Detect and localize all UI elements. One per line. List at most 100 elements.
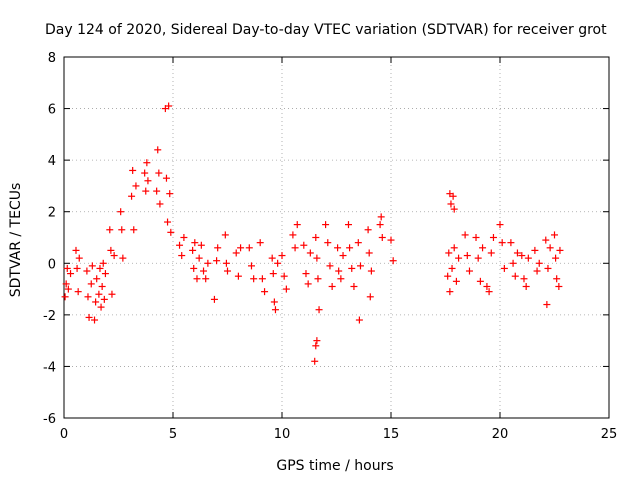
data-point (189, 246, 197, 254)
data-point (328, 282, 336, 290)
data-point (200, 267, 208, 275)
data-point (87, 280, 95, 288)
data-point (202, 275, 210, 283)
y-tick-label: 0 (48, 257, 56, 272)
plot-frame (63, 56, 610, 419)
data-point (291, 244, 299, 252)
data-point (88, 262, 96, 270)
data-point (268, 254, 276, 262)
data-point (72, 246, 80, 254)
data-point (364, 226, 372, 234)
data-point (191, 239, 199, 247)
data-point (83, 267, 91, 275)
data-point (85, 313, 93, 321)
data-point (496, 221, 504, 229)
data-point (155, 169, 163, 177)
data-point (356, 262, 364, 270)
axis-ticks: 0 5 10 15 20 25 -6 -4 -2 0 2 4 6 8 (43, 51, 617, 442)
data-point (544, 264, 552, 272)
data-point (387, 236, 395, 244)
y-tick-label: -2 (43, 309, 56, 324)
data-point (311, 357, 319, 365)
data-point (224, 267, 231, 275)
data-point (306, 249, 314, 257)
data-point (444, 272, 452, 280)
data-point (455, 254, 463, 262)
data-point (95, 290, 103, 298)
data-point (142, 187, 150, 195)
data-point (450, 244, 458, 252)
data-point (247, 262, 255, 270)
data-point (511, 272, 519, 280)
data-point (354, 239, 362, 247)
data-point (531, 246, 539, 254)
data-point (350, 282, 358, 290)
data-point (463, 252, 471, 260)
data-point (61, 293, 69, 301)
data-point (535, 259, 543, 267)
data-point (274, 259, 282, 267)
data-point (144, 177, 152, 185)
data-point (474, 254, 482, 262)
x-tick-label: 25 (601, 427, 618, 442)
data-point (100, 295, 108, 303)
data-point (339, 252, 347, 260)
data-point (213, 257, 221, 265)
data-point (513, 249, 521, 257)
data-point (452, 277, 460, 285)
x-tick-label: 15 (383, 427, 400, 442)
data-point (232, 249, 240, 257)
data-point (542, 236, 550, 244)
data-point (500, 264, 508, 272)
data-point (156, 200, 164, 208)
data-point (178, 252, 186, 260)
data-point (446, 288, 454, 296)
data-point (107, 246, 115, 254)
data-point (278, 252, 286, 260)
y-tick-label: -4 (43, 360, 56, 375)
data-point (64, 285, 72, 293)
data-point (117, 208, 125, 216)
data-point (190, 264, 198, 272)
data-point (520, 275, 528, 283)
data-point (234, 272, 242, 280)
data-point (91, 316, 99, 324)
data-point (165, 102, 173, 110)
data-point (472, 234, 480, 241)
data-point (269, 270, 277, 278)
data-point (214, 244, 222, 252)
x-tick-label: 10 (274, 427, 291, 442)
data-point (447, 200, 455, 208)
data-point (162, 174, 170, 182)
data-point (221, 231, 229, 239)
data-point (280, 272, 288, 280)
data-point (293, 221, 301, 229)
data-point (322, 221, 330, 229)
x-tick-label: 5 (169, 427, 177, 442)
data-point (256, 239, 264, 247)
data-point (479, 244, 487, 252)
data-point (378, 234, 386, 241)
data-point (130, 226, 138, 234)
data-point (110, 252, 118, 260)
data-point (282, 285, 290, 293)
data-point (487, 249, 495, 257)
data-point (108, 290, 116, 298)
data-point (461, 231, 469, 239)
chart-title: Day 124 of 2020, Sidereal Day-to-day VTE… (45, 22, 607, 38)
data-point (143, 159, 151, 167)
data-point (118, 226, 126, 234)
data-point (465, 267, 473, 275)
data-point (524, 254, 532, 262)
data-point (92, 298, 100, 306)
data-point (74, 288, 82, 296)
data-point (326, 262, 334, 270)
data-point (367, 267, 375, 275)
data-point (445, 249, 453, 257)
data-point (270, 298, 278, 306)
data-point (389, 257, 397, 265)
data-point (180, 234, 188, 241)
x-tick-label: 0 (60, 427, 68, 442)
data-point (128, 192, 136, 200)
